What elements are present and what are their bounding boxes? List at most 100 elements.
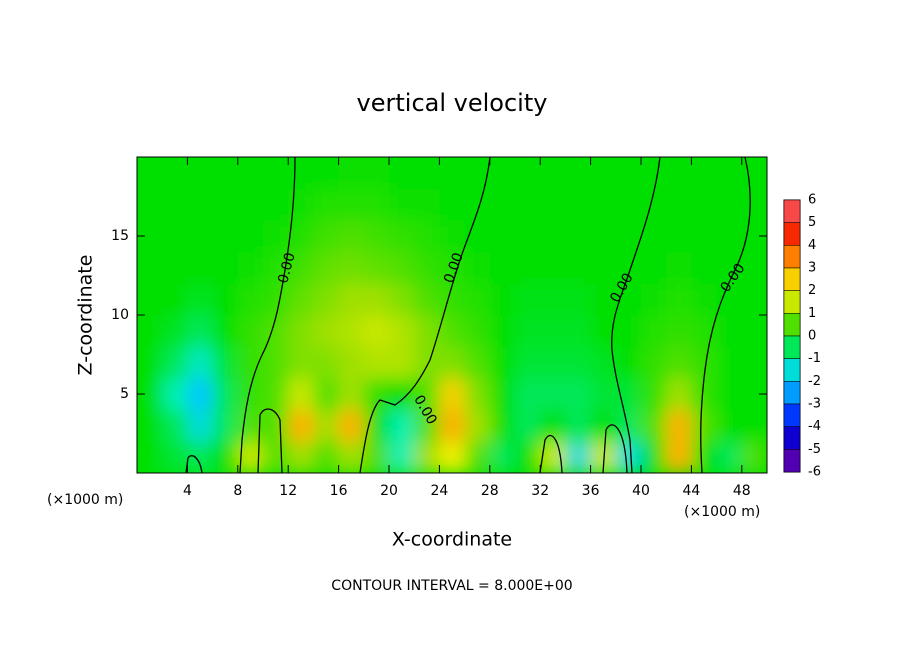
cell — [414, 157, 440, 190]
cell — [313, 378, 340, 411]
cell — [363, 315, 390, 348]
cell — [615, 441, 642, 473]
cell — [515, 220, 541, 253]
cell — [641, 441, 667, 473]
cell — [439, 346, 466, 379]
cell — [565, 157, 592, 190]
cell — [666, 251, 692, 284]
cell — [288, 346, 314, 379]
cell — [590, 251, 617, 284]
cell — [565, 346, 592, 379]
cell — [515, 441, 541, 473]
colorbar-swatch — [783, 199, 801, 223]
cell — [363, 188, 390, 221]
cell — [439, 378, 466, 411]
cell — [263, 315, 289, 348]
cell — [187, 157, 214, 190]
cell — [666, 283, 692, 316]
colorbar-swatch — [783, 245, 801, 269]
cell — [137, 441, 163, 473]
cell — [389, 220, 415, 253]
colorbar-swatch — [783, 403, 801, 427]
cell — [187, 220, 214, 253]
cell — [540, 346, 566, 379]
cell — [313, 409, 340, 442]
cell — [313, 220, 340, 253]
colorbar-label: -2 — [808, 374, 821, 389]
cell — [439, 441, 466, 473]
cell — [237, 251, 264, 284]
cell — [540, 283, 566, 316]
y-tick-label: 10 — [111, 307, 129, 323]
cell — [641, 315, 667, 348]
cell — [363, 441, 390, 473]
heatmap-cells — [137, 157, 767, 473]
cell — [313, 283, 340, 316]
cell — [212, 378, 239, 411]
cell — [641, 157, 667, 190]
cell — [414, 378, 440, 411]
cell — [691, 157, 718, 190]
colorbar-label: -4 — [808, 419, 821, 434]
cell — [464, 409, 491, 442]
colorbar-label: 3 — [808, 261, 816, 276]
colorbar-swatch — [783, 313, 801, 337]
cell — [137, 409, 163, 442]
cell — [187, 188, 214, 221]
cell — [389, 188, 415, 221]
cell — [313, 346, 340, 379]
colorbar-label: 1 — [808, 306, 816, 321]
cell — [666, 441, 692, 473]
cell — [565, 378, 592, 411]
cell — [338, 157, 365, 190]
cell — [313, 157, 340, 190]
cell — [464, 188, 491, 221]
cell — [212, 315, 239, 348]
cell — [263, 378, 289, 411]
cell — [288, 441, 314, 473]
cell — [162, 251, 188, 284]
cell — [338, 441, 365, 473]
x-tick-label: 20 — [380, 483, 398, 499]
cell — [741, 251, 767, 284]
x-tick-label: 24 — [430, 483, 448, 499]
colorbar-swatch — [783, 267, 801, 291]
colorbar-label: 6 — [808, 193, 816, 208]
cell — [389, 441, 415, 473]
cell — [212, 283, 239, 316]
cell — [691, 220, 718, 253]
cell — [716, 409, 743, 442]
cell — [515, 409, 541, 442]
cell — [515, 283, 541, 316]
cell — [590, 188, 617, 221]
cell — [137, 188, 163, 221]
y-axis-label: Z-coordinate — [75, 255, 97, 376]
cell — [162, 346, 188, 379]
y-tick-label: 15 — [111, 228, 129, 244]
cell — [162, 220, 188, 253]
x-axis-label: X-coordinate — [392, 529, 512, 551]
cell — [565, 409, 592, 442]
cell — [741, 409, 767, 442]
cell — [741, 283, 767, 316]
cell — [338, 315, 365, 348]
cell — [691, 251, 718, 284]
colorbar-label: -5 — [808, 442, 821, 457]
cell — [464, 441, 491, 473]
cell — [439, 283, 466, 316]
cell — [489, 315, 516, 348]
cell — [439, 188, 466, 221]
cell — [615, 346, 642, 379]
cell — [716, 441, 743, 473]
cell — [666, 378, 692, 411]
cell — [288, 251, 314, 284]
cell — [439, 409, 466, 442]
cell — [741, 346, 767, 379]
contour-label: 0.00 — [275, 251, 299, 285]
cell — [389, 409, 415, 442]
cell — [666, 315, 692, 348]
cell — [137, 346, 163, 379]
cell — [540, 220, 566, 253]
colorbar-label: 0 — [808, 329, 816, 344]
x-tick-label: 32 — [531, 483, 549, 499]
